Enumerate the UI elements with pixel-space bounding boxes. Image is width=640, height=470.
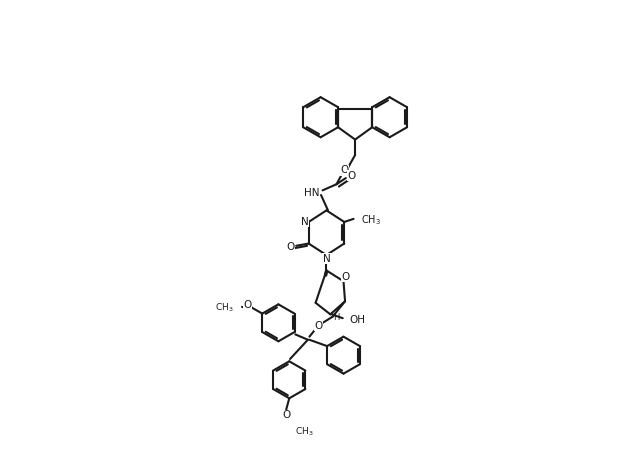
Text: N: N xyxy=(323,254,330,264)
Text: CH$_3$: CH$_3$ xyxy=(362,213,381,227)
Text: O: O xyxy=(347,171,355,181)
Text: O: O xyxy=(315,321,323,331)
Text: OH: OH xyxy=(349,315,365,325)
Text: CH$_3$: CH$_3$ xyxy=(296,425,314,438)
Text: O: O xyxy=(287,243,295,252)
Text: O: O xyxy=(243,300,252,310)
Text: H: H xyxy=(333,313,340,322)
Text: CH$_3$: CH$_3$ xyxy=(215,301,234,313)
Text: O: O xyxy=(340,165,348,175)
Text: HN: HN xyxy=(304,188,319,198)
Text: N: N xyxy=(301,217,308,227)
Text: O: O xyxy=(282,410,291,420)
Text: O: O xyxy=(342,272,350,282)
